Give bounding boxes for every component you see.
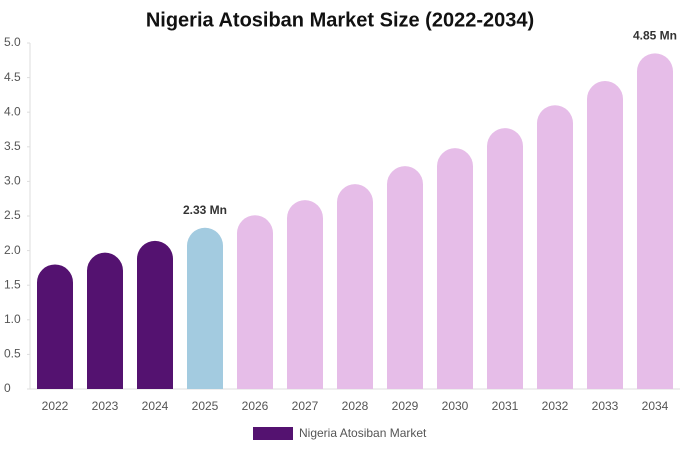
y-tick-label: 5.0 [4, 35, 21, 49]
x-tick-label: 2029 [392, 399, 419, 413]
y-tick-label: 3.0 [4, 174, 21, 188]
legend-label: Nigeria Atosiban Market [299, 426, 427, 440]
y-tick-label: 0.5 [4, 347, 21, 361]
y-tick-label: 2.0 [4, 243, 21, 257]
bar [187, 227, 223, 389]
bar [587, 81, 623, 389]
x-tick-label: 2024 [142, 399, 169, 413]
bar [537, 105, 573, 389]
bar [337, 184, 373, 389]
y-tick-label: 0 [4, 381, 11, 395]
bar [287, 200, 323, 389]
value-label: 2.33 Mn [183, 203, 227, 217]
x-tick-label: 2022 [42, 399, 69, 413]
bar [487, 128, 523, 389]
bar [387, 166, 423, 389]
y-tick-label: 3.5 [4, 139, 21, 153]
x-tick-label: 2028 [342, 399, 369, 413]
x-tick-label: 2026 [242, 399, 269, 413]
bar [637, 53, 673, 389]
x-tick-label: 2030 [442, 399, 469, 413]
x-tick-label: 2033 [592, 399, 619, 413]
x-tick-label: 2025 [192, 399, 219, 413]
x-tick-label: 2032 [542, 399, 569, 413]
y-tick-label: 1.5 [4, 277, 21, 291]
x-tick-label: 2023 [92, 399, 119, 413]
y-tick-label: 4.5 [4, 70, 21, 84]
bar [87, 252, 123, 389]
x-tick-label: 2027 [292, 399, 319, 413]
x-tick-label: 2034 [642, 399, 669, 413]
y-tick-label: 1.0 [4, 312, 21, 326]
bar [437, 148, 473, 389]
bar [137, 240, 173, 389]
legend-swatch [253, 427, 293, 440]
y-tick-label: 2.5 [4, 208, 21, 222]
bar [237, 215, 273, 389]
chart-title: Nigeria Atosiban Market Size (2022-2034) [146, 9, 534, 31]
value-label: 4.85 Mn [633, 29, 677, 43]
x-tick-label: 2031 [492, 399, 519, 413]
bar [37, 264, 73, 389]
y-tick-label: 4.0 [4, 104, 21, 118]
